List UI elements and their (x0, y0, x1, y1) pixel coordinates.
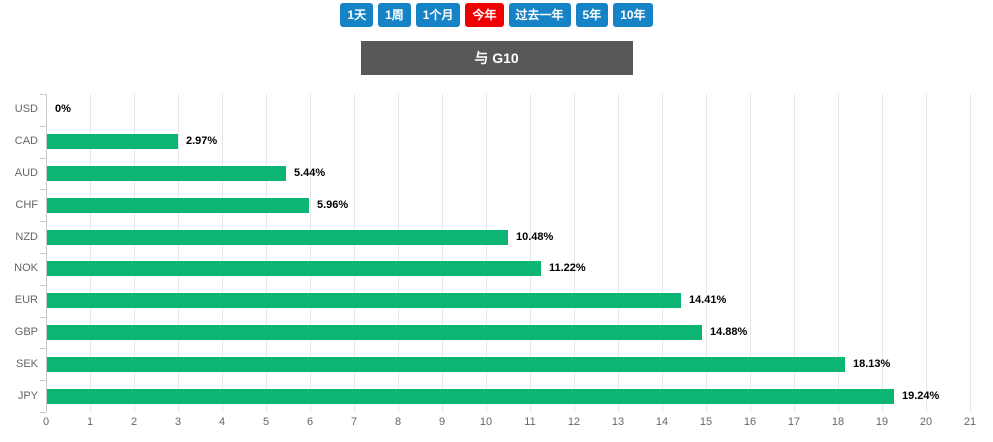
plot-gridline (882, 94, 883, 412)
x-axis-tick-label: 18 (831, 416, 845, 428)
bar-NZD[interactable] (47, 230, 508, 245)
category-axis-tick (40, 348, 46, 349)
bar-value-label: 14.88% (710, 326, 748, 338)
period-button-5y[interactable]: 5年 (575, 3, 609, 27)
bar-value-label: 2.97% (186, 135, 218, 147)
x-axis-tick-label: 0 (42, 416, 50, 428)
plot-gridline (926, 94, 927, 412)
plot-gridline (618, 94, 619, 412)
x-axis-tick-label: 4 (218, 416, 226, 428)
category-axis-tick (40, 158, 46, 159)
x-axis-tick-label: 10 (479, 416, 493, 428)
plot-gridline (398, 94, 399, 412)
x-axis-tick-label: 19 (875, 416, 889, 428)
plot-gridline (90, 94, 91, 412)
bar-value-label: 0% (55, 103, 71, 115)
plot-gridline (574, 94, 575, 412)
bar-SEK[interactable] (47, 357, 845, 372)
x-axis-tick-label: 12 (567, 416, 581, 428)
category-label: JPY (17, 390, 38, 402)
bar-value-label: 10.48% (516, 231, 554, 243)
category-axis-tick (40, 317, 46, 318)
bar-NOK[interactable] (47, 261, 541, 276)
bar-value-label: 5.44% (294, 167, 326, 179)
bar-EUR[interactable] (47, 293, 681, 308)
x-axis-tick-label: 3 (174, 416, 182, 428)
x-axis-tick-label: 1 (86, 416, 94, 428)
plot-gridline (442, 94, 443, 412)
x-axis-tick-label: 21 (963, 416, 977, 428)
bar-AUD[interactable] (47, 166, 286, 181)
x-axis-tick-label: 13 (611, 416, 625, 428)
x-axis-tick-label: 7 (350, 416, 358, 428)
category-axis-tick (40, 221, 46, 222)
period-button-10y[interactable]: 10年 (613, 3, 653, 27)
bar-CAD[interactable] (47, 134, 178, 149)
x-axis-tick-label: 16 (743, 416, 757, 428)
bar-value-label: 18.13% (853, 358, 891, 370)
category-axis-tick (40, 126, 46, 127)
x-axis-tick-label: 15 (699, 416, 713, 428)
plot-gridline (486, 94, 487, 412)
currency-performance-bar-chart: 0 1 2 3 4 5 6 7 8 9 10 11 12 13 14 15 16 17 18 19 20 21 USD 0% C… (0, 94, 993, 442)
x-axis-tick-label: 9 (438, 416, 446, 428)
category-label: NZD (15, 231, 38, 243)
category-axis-tick (40, 412, 46, 413)
bar-value-label: 19.24% (902, 390, 940, 402)
x-axis-tick-label: 14 (655, 416, 669, 428)
category-axis-tick (40, 253, 46, 254)
category-axis-tick (40, 285, 46, 286)
plot-gridline (706, 94, 707, 412)
bar-value-label: 14.41% (689, 294, 727, 306)
plot-gridline (178, 94, 179, 412)
bar-value-label: 11.22% (549, 262, 586, 274)
chart-title-bar: 与 G10 (360, 41, 633, 75)
plot-gridline (794, 94, 795, 412)
plot-gridline (266, 94, 267, 412)
category-axis-tick (40, 380, 46, 381)
x-axis-tick-label: 5 (262, 416, 270, 428)
plot-gridline (354, 94, 355, 412)
x-axis-tick-label: 6 (306, 416, 314, 428)
plot-gridline (970, 94, 971, 412)
period-button-1y[interactable]: 过去一年 (508, 3, 571, 27)
chart-title: 与 G10 (474, 50, 519, 66)
category-label: CHF (15, 199, 38, 211)
x-axis-tick-label: 17 (787, 416, 801, 428)
bar-JPY[interactable] (47, 389, 894, 404)
category-label: CAD (14, 135, 38, 147)
plot-gridline (134, 94, 135, 412)
period-button-1d[interactable]: 1天 (340, 3, 374, 27)
category-label: EUR (14, 294, 38, 306)
category-axis-tick (40, 94, 46, 95)
period-toolbar: 1天 1周 1个月 今年 过去一年 5年 10年 (0, 3, 993, 27)
x-axis-tick-label: 2 (130, 416, 138, 428)
category-axis-line (46, 94, 47, 412)
category-label: USD (14, 103, 38, 115)
plot-gridline (222, 94, 223, 412)
x-axis-tick-label: 11 (524, 416, 536, 428)
category-label: GBP (14, 326, 38, 338)
bar-GBP[interactable] (47, 325, 702, 340)
plot-gridline (662, 94, 663, 412)
period-button-ytd[interactable]: 今年 (465, 3, 504, 27)
plot-gridline (530, 94, 531, 412)
category-label: AUD (14, 167, 38, 179)
category-label: SEK (15, 358, 38, 370)
category-axis-tick (40, 189, 46, 190)
x-axis-tick-label: 20 (919, 416, 933, 428)
period-button-1w[interactable]: 1周 (378, 3, 411, 27)
category-label: NOK (14, 262, 38, 274)
plot-gridline (310, 94, 311, 412)
plot-gridline (750, 94, 751, 412)
bar-value-label: 5.96% (317, 199, 349, 211)
x-axis-tick-label: 8 (394, 416, 402, 428)
bar-CHF[interactable] (47, 198, 309, 213)
period-button-1m[interactable]: 1个月 (415, 3, 461, 27)
plot-gridline (838, 94, 839, 412)
